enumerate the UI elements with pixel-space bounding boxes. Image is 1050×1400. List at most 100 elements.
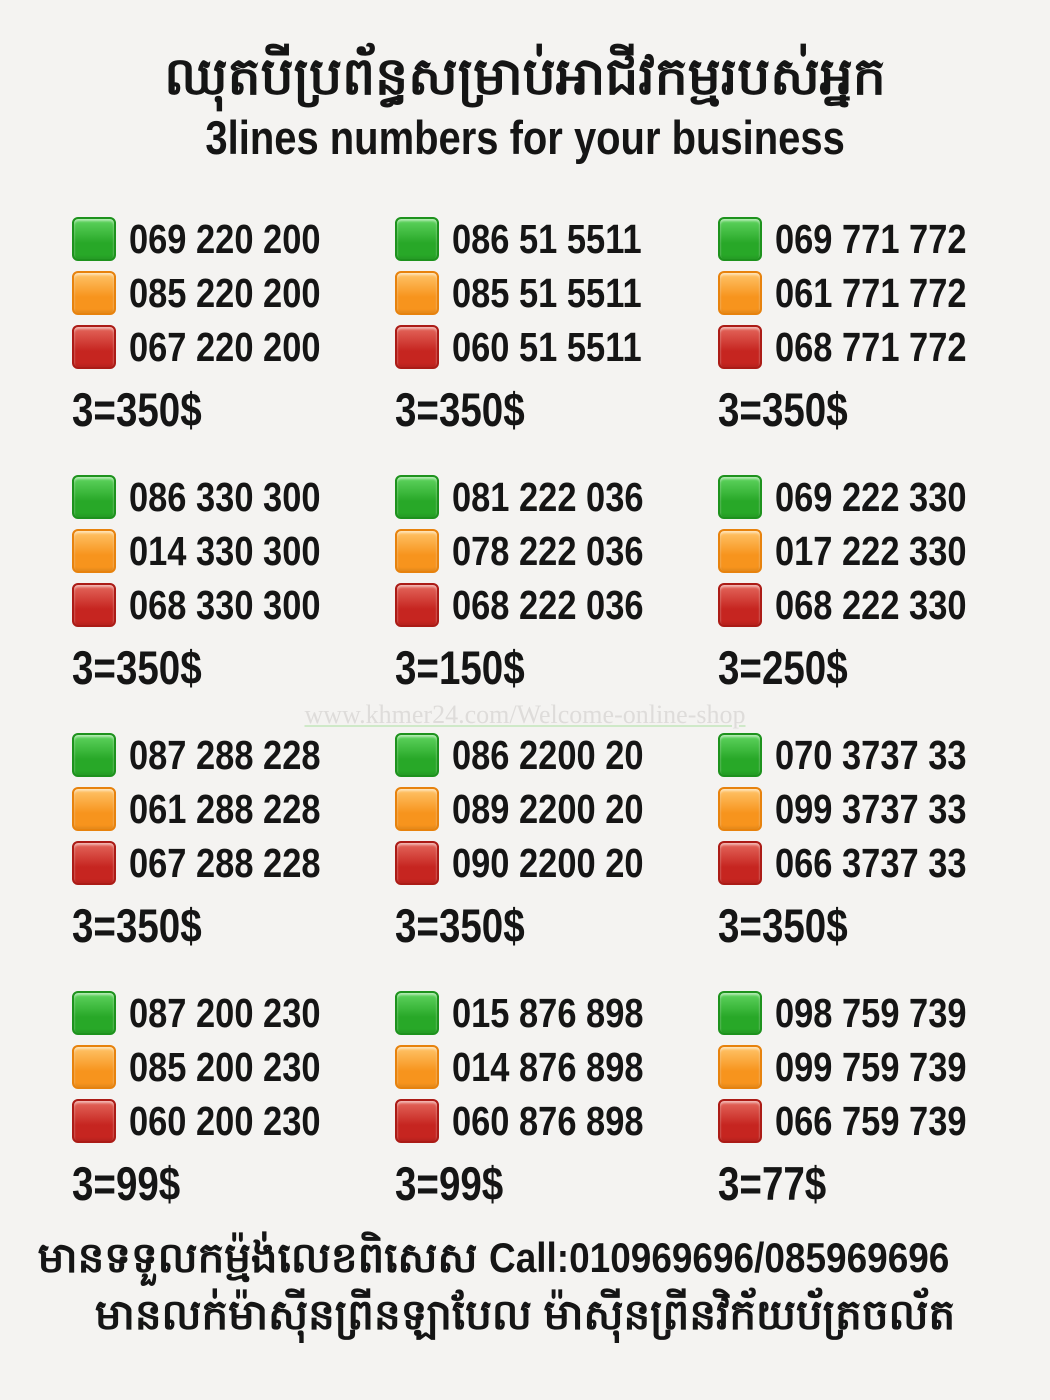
price-label: 3=99$ [72, 1157, 181, 1210]
phone-block: 086 330 300 014 330 300 068 330 300 3=35… [72, 470, 395, 698]
phone-number: 086 2200 20 [452, 731, 644, 778]
phone-number: 085 51 5511 [452, 269, 642, 316]
orange-square-icon [395, 787, 439, 831]
orange-square-icon [718, 271, 762, 315]
green-square-icon [718, 991, 762, 1035]
phone-row: 067 220 200 [72, 320, 395, 374]
green-square-icon [395, 991, 439, 1035]
phone-number: 081 222 036 [452, 473, 644, 520]
phone-number: 068 222 036 [452, 581, 644, 628]
red-square-icon [72, 325, 116, 369]
red-square-icon [718, 841, 762, 885]
phone-number: 069 220 200 [129, 215, 321, 262]
phone-number: 068 771 772 [775, 323, 967, 370]
phone-number: 060 51 5511 [452, 323, 642, 370]
phone-row: 060 51 5511 [395, 320, 718, 374]
price-label: 3=350$ [72, 641, 202, 694]
phone-block: 087 288 228 061 288 228 067 288 228 3=35… [72, 728, 395, 956]
phone-number: 085 200 230 [129, 1043, 321, 1090]
phone-number: 061 771 772 [775, 269, 967, 316]
phone-row: 069 222 330 [718, 470, 1041, 524]
phone-block: 069 222 330 017 222 330 068 222 330 3=25… [718, 470, 1041, 698]
orange-square-icon [718, 1045, 762, 1089]
phone-number: 060 876 898 [452, 1097, 644, 1144]
price-label: 3=350$ [395, 899, 525, 952]
footer-order-line: មានទទួលកម្ម៉ង់លេខពិសេស Call:010969696/08… [0, 1232, 1050, 1285]
price-label: 3=350$ [718, 383, 848, 436]
phone-number: 099 3737 33 [775, 785, 967, 832]
footer-printer-note: មានលក់ម៉ាស៊ីនព្រីនឡាបែល ម៉ាស៊ីនព្រីនវិក័… [94, 1290, 956, 1338]
orange-square-icon [395, 1045, 439, 1089]
orange-square-icon [718, 529, 762, 573]
price-label: 3=350$ [72, 899, 202, 952]
price-label: 3=350$ [395, 383, 525, 436]
phone-number: 017 222 330 [775, 527, 967, 574]
phone-row: 015 876 898 [395, 986, 718, 1040]
orange-square-icon [718, 787, 762, 831]
phone-row: 068 330 300 [72, 578, 395, 632]
red-square-icon [72, 1099, 116, 1143]
page-subtitle-text: 3lines numbers for your business [205, 111, 845, 165]
phone-row: 068 771 772 [718, 320, 1041, 374]
phone-number: 086 51 5511 [452, 215, 642, 262]
red-square-icon [395, 1099, 439, 1143]
phone-row: 086 330 300 [72, 470, 395, 524]
red-square-icon [395, 325, 439, 369]
phone-row: 085 51 5511 [395, 266, 718, 320]
phone-row: 085 200 230 [72, 1040, 395, 1094]
phone-number: 014 876 898 [452, 1043, 644, 1090]
orange-square-icon [72, 787, 116, 831]
phone-row: 078 222 036 [395, 524, 718, 578]
phone-number: 069 222 330 [775, 473, 967, 520]
watermark-text: www.khmer24.com/Welcome-online-shop [304, 700, 746, 729]
phone-number: 067 220 200 [129, 323, 321, 370]
price-label: 3=350$ [718, 899, 848, 952]
phone-number: 085 220 200 [129, 269, 321, 316]
phone-row: 014 876 898 [395, 1040, 718, 1094]
phone-row: 090 2200 20 [395, 836, 718, 890]
red-square-icon [395, 583, 439, 627]
green-square-icon [395, 217, 439, 261]
red-square-icon [718, 325, 762, 369]
phone-number: 070 3737 33 [775, 731, 967, 778]
phone-row: 085 220 200 [72, 266, 395, 320]
phone-block: 098 759 739 099 759 739 066 759 739 3=77… [718, 986, 1041, 1214]
phone-row: 086 2200 20 [395, 728, 718, 782]
page-subtitle: 3lines numbers for your business [0, 114, 1050, 161]
phone-row: 069 220 200 [72, 212, 395, 266]
phone-row: 099 759 739 [718, 1040, 1041, 1094]
price-label: 3=77$ [718, 1157, 827, 1210]
orange-square-icon [72, 271, 116, 315]
footer-order-note: មានទទួលកម្ម៉ង់លេខពិសេស [37, 1234, 478, 1281]
phone-blocks-grid: 069 220 200 085 220 200 067 220 200 3=35… [72, 212, 1041, 1214]
green-square-icon [718, 217, 762, 261]
phone-number: 078 222 036 [452, 527, 644, 574]
phone-row: 014 330 300 [72, 524, 395, 578]
phone-row: 070 3737 33 [718, 728, 1041, 782]
phone-number: 069 771 772 [775, 215, 967, 262]
green-square-icon [72, 217, 116, 261]
orange-square-icon [72, 529, 116, 573]
footer-call-numbers: Call:010969696/085969696 [489, 1234, 950, 1281]
phone-number: 087 200 230 [129, 989, 321, 1036]
phone-row: 061 288 228 [72, 782, 395, 836]
phone-number: 067 288 228 [129, 839, 321, 886]
phone-number: 090 2200 20 [452, 839, 644, 886]
green-square-icon [72, 991, 116, 1035]
red-square-icon [395, 841, 439, 885]
phone-block: 086 51 5511 085 51 5511 060 51 5511 3=35… [395, 212, 718, 440]
orange-square-icon [395, 529, 439, 573]
green-square-icon [72, 475, 116, 519]
phone-row: 087 200 230 [72, 986, 395, 1040]
phone-row: 067 288 228 [72, 836, 395, 890]
phone-row: 069 771 772 [718, 212, 1041, 266]
green-square-icon [718, 733, 762, 777]
phone-number: 066 759 739 [775, 1097, 967, 1144]
price-label: 3=99$ [395, 1157, 504, 1210]
phone-number: 015 876 898 [452, 989, 644, 1036]
phone-number: 061 288 228 [129, 785, 321, 832]
phone-block: 069 771 772 061 771 772 068 771 772 3=35… [718, 212, 1041, 440]
phone-number: 099 759 739 [775, 1043, 967, 1090]
phone-number: 086 330 300 [129, 473, 321, 520]
